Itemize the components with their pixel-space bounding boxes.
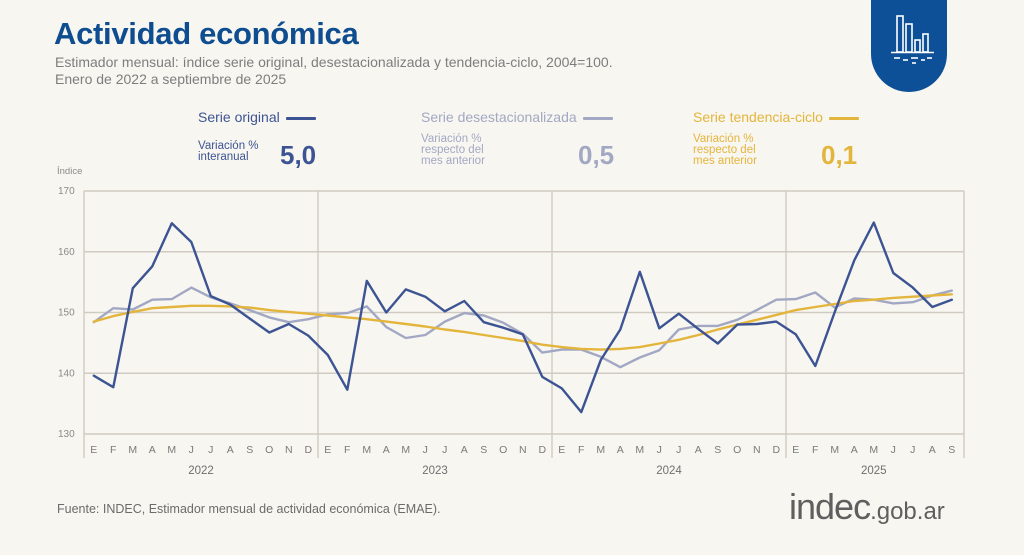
year-label: 2025 xyxy=(861,465,887,477)
x-tick-label: O xyxy=(733,444,741,456)
year-label: 2024 xyxy=(656,465,682,477)
x-tick-label: J xyxy=(910,444,915,456)
x-tick-label: N xyxy=(519,444,527,456)
x-tick-label: J xyxy=(891,444,896,456)
legend-original-swatch xyxy=(285,116,316,120)
bar-chart-icon xyxy=(891,15,934,64)
x-tick-label: M xyxy=(596,444,605,456)
y-tick-label: 160 xyxy=(58,247,75,258)
series-original-line xyxy=(92,221,953,414)
section-badge xyxy=(871,0,947,92)
x-tick-label: F xyxy=(812,444,818,456)
x-tick-label: O xyxy=(265,444,273,456)
x-tick-label: A xyxy=(227,444,234,456)
legend-desestacionalizada-swatch xyxy=(582,116,613,120)
x-tick-label: J xyxy=(423,444,428,456)
x-tick-label: E xyxy=(90,444,97,456)
x-tick-label: J xyxy=(657,444,662,456)
legend-tendencia-value: 0,1 xyxy=(821,140,858,170)
legend-desestacionalizada-desc-line: Variación % xyxy=(421,133,482,145)
legend-desestacionalizada-value: 0,5 xyxy=(578,140,615,170)
legend-tendencia-desc: Variación % respecto del mes anterior xyxy=(693,133,757,167)
legend-original-value: 5,0 xyxy=(280,140,317,170)
x-tick-label: J xyxy=(676,444,681,456)
x-tick-label: F xyxy=(578,444,584,456)
page-title: Actividad económica xyxy=(54,16,359,51)
legend-desestacionalizada-desc-line: respecto del xyxy=(421,144,484,156)
x-tick-label: E xyxy=(324,444,331,456)
x-tick-label: M xyxy=(362,444,371,456)
x-tick-label: J xyxy=(208,444,213,456)
legend-desestacionalizada-desc-line: mes anterior xyxy=(421,155,485,167)
legend-original-desc: Variación % interanual xyxy=(198,140,259,163)
subtitle-line-2: Enero de 2022 a septiembre de 2025 xyxy=(55,71,287,87)
y-tick-label: 140 xyxy=(58,368,75,379)
legend-original: Serie original xyxy=(198,109,316,125)
x-tick-label: M xyxy=(128,444,137,456)
x-tick-label: J xyxy=(189,444,194,456)
legend-tendencia-swatch xyxy=(828,116,859,120)
indec-logo[interactable]: indec.gob.ar xyxy=(789,486,945,528)
legend-tendencia-desc-line: Variación % xyxy=(693,133,754,145)
x-tick-label: S xyxy=(948,444,955,456)
x-tick-label: D xyxy=(304,444,312,456)
x-tick-label: E xyxy=(792,444,799,456)
subtitle-line-1: Estimador mensual: índice serie original… xyxy=(55,54,613,70)
x-tick-label: F xyxy=(110,444,116,456)
x-tick-label: A xyxy=(617,444,624,456)
year-label: 2023 xyxy=(422,465,448,477)
y-tick-label: 170 xyxy=(58,186,75,197)
x-tick-label: O xyxy=(499,444,507,456)
x-tick-label: A xyxy=(695,444,702,456)
legend-tendencia: Serie tendencia-ciclo xyxy=(693,109,859,125)
legend-original-label: Serie original xyxy=(198,109,280,125)
legend-tendencia-desc-line: respecto del xyxy=(693,144,756,156)
x-tick-label: D xyxy=(538,444,546,456)
legend-tendencia-desc-line: mes anterior xyxy=(693,155,757,167)
x-tick-label: A xyxy=(929,444,936,456)
year-label: 2022 xyxy=(188,465,214,477)
x-tick-label: S xyxy=(246,444,253,456)
x-tick-label: S xyxy=(714,444,721,456)
legend-desestacionalizada-label: Serie desestacionalizada xyxy=(421,109,577,125)
series-desestacionalizada-line xyxy=(92,286,953,369)
legend-original-desc-line: interanual xyxy=(198,151,249,163)
x-tick-label: M xyxy=(167,444,176,456)
x-tick-label: A xyxy=(851,444,858,456)
logo-main: indec xyxy=(789,486,871,527)
x-tick-label: S xyxy=(480,444,487,456)
series-tendencia-line xyxy=(92,293,953,351)
x-tick-label: D xyxy=(772,444,780,456)
x-tick-label: F xyxy=(344,444,350,456)
logo-domain: .gob.ar xyxy=(870,498,945,525)
legend-tendencia-label: Serie tendencia-ciclo xyxy=(693,109,823,125)
legend-desestacionalizada-desc: Variación % respecto del mes anterior xyxy=(421,133,485,167)
x-tick-label: J xyxy=(442,444,447,456)
y-tick-label: 150 xyxy=(58,308,75,319)
x-tick-label: N xyxy=(285,444,293,456)
legend-desestacionalizada: Serie desestacionalizada xyxy=(421,109,613,125)
source-note: Fuente: INDEC, Estimador mensual de acti… xyxy=(57,502,441,516)
y-axis-label: Índice xyxy=(57,166,82,177)
x-tick-label: M xyxy=(401,444,410,456)
x-tick-label: A xyxy=(149,444,156,456)
x-tick-label: A xyxy=(383,444,390,456)
x-tick-label: E xyxy=(558,444,565,456)
y-tick-label: 130 xyxy=(58,429,75,440)
subtitle: Estimador mensual: índice serie original… xyxy=(55,54,613,88)
x-tick-label: M xyxy=(869,444,878,456)
x-tick-label: N xyxy=(753,444,761,456)
legend-original-desc-line: Variación % xyxy=(198,140,259,152)
x-tick-label: A xyxy=(461,444,468,456)
x-tick-label: M xyxy=(830,444,839,456)
x-tick-label: M xyxy=(635,444,644,456)
